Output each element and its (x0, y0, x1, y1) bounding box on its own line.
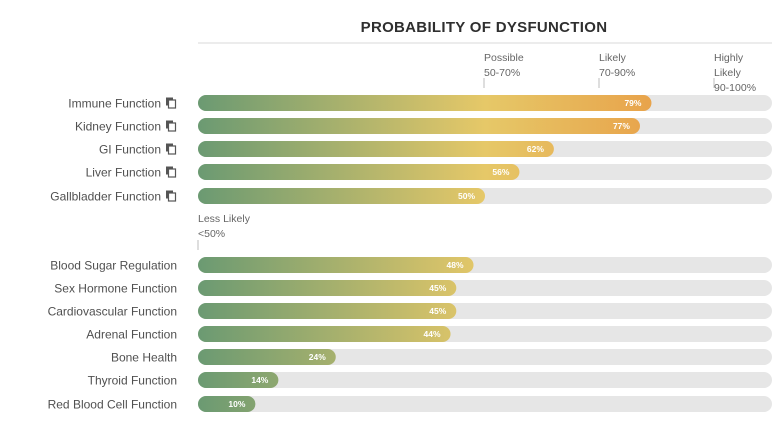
bar (198, 95, 652, 111)
report-icon[interactable] (166, 166, 177, 178)
report-icon[interactable] (166, 190, 177, 202)
bar (198, 164, 520, 180)
bar-value-label: 24% (309, 352, 326, 362)
category-label: Bone Health (111, 350, 177, 364)
bar-value-label: 14% (251, 375, 268, 385)
bar (198, 349, 336, 365)
bar-value-label: 44% (424, 329, 441, 339)
bar-value-label: 62% (527, 144, 544, 154)
bar (198, 118, 640, 134)
category-label: Cardiovascular Function (48, 304, 177, 318)
bar (198, 326, 451, 342)
category-label: Kidney Function (75, 119, 161, 133)
category-label: Thyroid Function (88, 373, 177, 387)
threshold-label-line: Possible (484, 52, 524, 64)
bar-rows: 79% Immune Function 77% Kidney Function 62% G… (48, 95, 772, 412)
bar-row: 62% GI Function (99, 141, 772, 157)
threshold-label-line: 70-90% (599, 67, 635, 79)
bar-value-label: 45% (429, 306, 446, 316)
bar-value-label: 77% (613, 121, 630, 131)
bar-track (198, 372, 772, 388)
report-icon[interactable] (166, 97, 177, 109)
bar-row: 45% Sex Hormone Function (54, 280, 772, 296)
bar-value-label: 45% (429, 283, 446, 293)
bar (198, 280, 457, 296)
bar (198, 303, 457, 319)
lower-threshold-line: Less Likely (198, 213, 251, 225)
bar-row: 48% Blood Sugar Regulation (50, 257, 772, 273)
category-label: GI Function (99, 142, 161, 156)
report-icon[interactable] (166, 143, 177, 155)
category-label: Red Blood Cell Function (48, 397, 177, 411)
category-label: Immune Function (68, 96, 161, 110)
threshold-label-line: Likely (599, 52, 627, 64)
bar-value-label: 56% (492, 167, 509, 177)
bar-value-label: 79% (624, 98, 641, 108)
lower-threshold-line: <50% (198, 228, 225, 240)
threshold-label-line: 90-100% (714, 82, 756, 94)
bar-row: 45% Cardiovascular Function (48, 303, 772, 319)
bar-row: 24% Bone Health (111, 349, 772, 365)
report-icon[interactable] (166, 120, 177, 132)
bar-track (198, 396, 772, 412)
category-label: Blood Sugar Regulation (50, 258, 177, 272)
chart-title: PROBABILITY OF DYSFUNCTION (361, 19, 608, 36)
category-label: Liver Function (86, 165, 161, 179)
bar-row: 56% Liver Function (86, 164, 772, 180)
bar (198, 372, 279, 388)
bar-row: 10% Red Blood Cell Function (48, 396, 772, 412)
threshold-label-line: 50-70% (484, 67, 520, 79)
bar-row: 44% Adrenal Function (86, 326, 772, 342)
threshold-label-line: Likely (714, 67, 742, 79)
bar (198, 396, 256, 412)
category-label: Gallbladder Function (50, 189, 161, 203)
lower-threshold-label: Less Likely <50% (197, 213, 251, 250)
bar-value-label: 48% (447, 260, 464, 270)
bar-row: 14% Thyroid Function (88, 372, 772, 388)
bar-value-label: 10% (228, 399, 245, 409)
bar (198, 257, 474, 273)
category-label: Sex Hormone Function (54, 281, 177, 295)
bar (198, 141, 554, 157)
bar-value-label: 50% (458, 191, 475, 201)
bar-row: 50% Gallbladder Function (50, 188, 772, 204)
bar (198, 188, 485, 204)
bar-track (198, 349, 772, 365)
threshold-labels: Possible 50-70% Likely 70-90% Highly Likely 90… (483, 52, 756, 94)
bar-row: 77% Kidney Function (75, 118, 772, 134)
threshold-label-line: Highly (714, 52, 744, 64)
bar-row: 79% Immune Function (68, 95, 772, 111)
category-label: Adrenal Function (86, 327, 177, 341)
